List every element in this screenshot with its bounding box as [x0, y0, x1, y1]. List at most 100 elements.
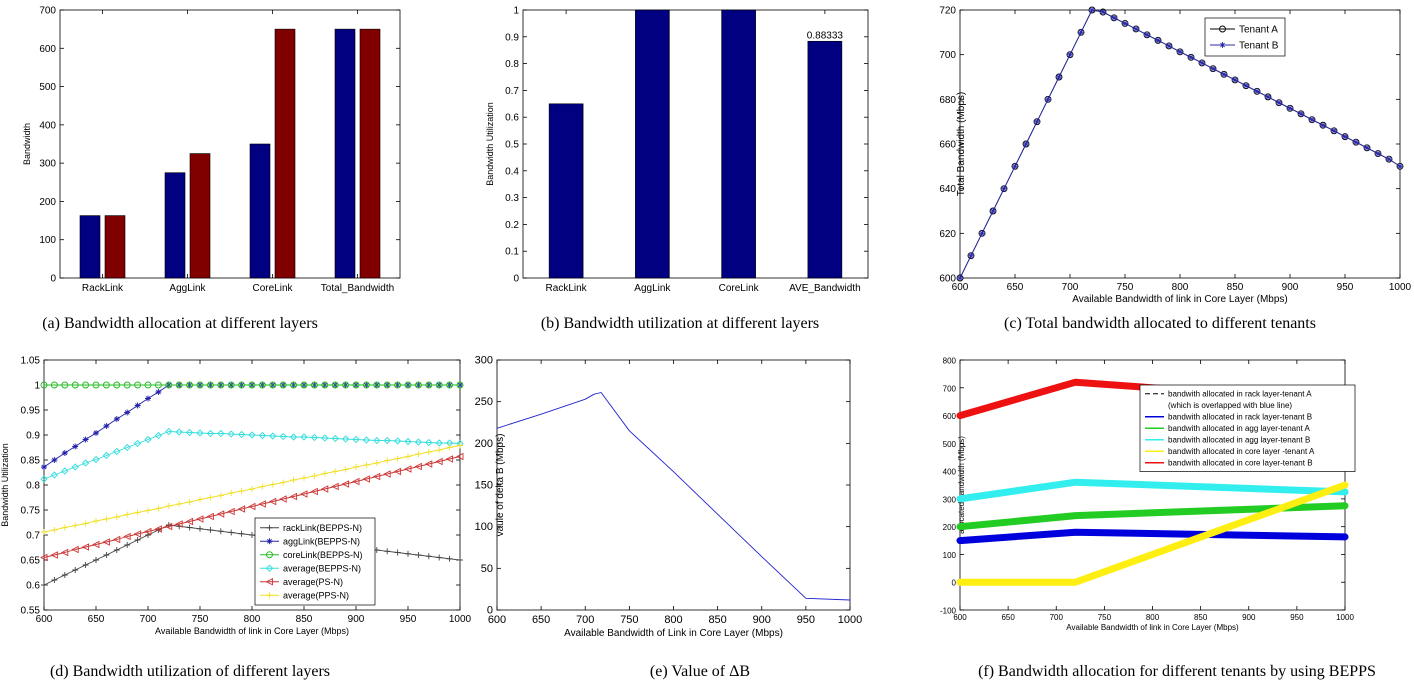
marker-diamond: [373, 436, 381, 445]
marker-diamond: [92, 455, 100, 464]
x-tick-label: 900: [1282, 282, 1299, 293]
marker-star: [1133, 25, 1139, 32]
plot-frame: [43, 359, 461, 611]
marker-star: [1144, 31, 1150, 38]
marker-plus: [425, 553, 432, 560]
marker-triangle: [424, 460, 433, 468]
marker-diamond: [185, 428, 194, 437]
marker-circle: [352, 381, 360, 389]
marker-star: [1353, 139, 1359, 146]
y-axis-label: Bandwidth Utilization: [0, 443, 10, 527]
y-tick-label: 720: [939, 6, 956, 17]
marker-diamond: [404, 437, 412, 446]
caption-b: (b) Bandwidth utilization at different l…: [540, 315, 820, 332]
chart-b: 0 0.1 0.2 0.3 0.4 0.5 0.6 0.7 0.8 0.9 1 RackLink Agg…: [485, 6, 869, 294]
marker-plus: [124, 511, 131, 518]
legend-entry: average(BEPPS-N): [283, 563, 361, 573]
marker-plus: [311, 473, 318, 479]
series-line: [956, 528, 1349, 545]
series-line: [956, 478, 1349, 503]
marker-plus: [457, 557, 463, 563]
y-tick-label: 400: [943, 468, 957, 477]
x-tick-label: 1000: [838, 614, 862, 626]
marker-plus: [82, 520, 89, 527]
legend-entry: bandwith allocated in core layer -tenant…: [1168, 447, 1315, 456]
marker-triangle: [435, 457, 443, 466]
x-tick-label: 700: [1062, 282, 1079, 293]
marker-star: [1177, 48, 1183, 55]
marker-circle: [206, 381, 214, 389]
x-tick-label: 850: [1227, 282, 1244, 293]
y-tick-label: 0: [513, 274, 519, 285]
bar: [359, 28, 381, 279]
x-tick-label: 950: [400, 614, 417, 625]
marker-circle: [113, 381, 121, 389]
marker-plus: [207, 527, 214, 533]
marker-triangle: [154, 525, 162, 533]
marker-star: [134, 402, 141, 409]
y-tick-label: 640: [939, 184, 956, 195]
y-tick-label: 300: [943, 495, 957, 504]
marker-plus: [51, 527, 58, 533]
marker-plus: [259, 483, 266, 490]
marker-triangle: [216, 510, 225, 518]
marker-circle: [248, 381, 256, 389]
y-tick-label: 500: [39, 82, 56, 93]
legend-entry: bandwith allocated in core layer-tenant …: [1168, 459, 1313, 468]
x-tick-label: 1000: [1389, 282, 1412, 293]
y-tick-label: 400: [39, 120, 56, 131]
series-line: [43, 456, 461, 558]
marker-star: [1078, 29, 1084, 36]
marker-diamond: [393, 437, 402, 445]
marker-circle: [269, 381, 277, 389]
plot-frame: [496, 359, 851, 611]
marker-triangle: [372, 472, 381, 481]
marker-star: [1219, 42, 1226, 48]
marker-circle: [40, 381, 48, 389]
y-tick-label: 0: [50, 274, 56, 285]
marker-plus: [197, 525, 203, 532]
marker-circle: [383, 381, 391, 389]
marker-circle: [258, 381, 266, 389]
marker-circle: [435, 381, 443, 389]
marker-diamond: [81, 459, 90, 467]
bar: [334, 28, 356, 279]
marker-plus: [134, 509, 141, 516]
marker-circle: [217, 381, 225, 389]
marker-plus: [446, 444, 453, 451]
x-tick-label: 800: [1172, 282, 1189, 293]
series-line: [956, 502, 1349, 531]
marker-diamond: [71, 463, 79, 471]
marker-triangle: [351, 477, 360, 486]
y-tick-label: 200: [39, 197, 56, 208]
marker-plus: [266, 524, 273, 531]
marker-triangle: [265, 578, 273, 586]
y-tick-label: 700: [939, 50, 956, 61]
caption-e: (e) Value of ΔB: [649, 663, 751, 680]
marker-diamond: [50, 471, 59, 479]
x-tick-label: AVE_Bandwidth: [789, 283, 861, 294]
y-tick-label: 200: [943, 523, 957, 532]
marker-plus: [124, 542, 131, 548]
marker-plus: [363, 462, 370, 468]
marker-diamond: [352, 435, 360, 444]
bar: [249, 143, 271, 279]
marker-diamond: [310, 433, 319, 442]
marker-star: [1100, 9, 1106, 16]
marker-plus: [415, 451, 422, 457]
y-tick-label: 1: [34, 381, 40, 392]
marker-triangle: [383, 470, 391, 478]
marker-plus: [446, 555, 453, 562]
marker-diamond: [279, 432, 287, 441]
x-tick-label: 600: [953, 613, 967, 622]
marker-diamond: [144, 435, 152, 444]
x-tick-label: 850: [296, 614, 313, 625]
y-tick-label: 700: [39, 6, 56, 17]
marker-star: [1276, 99, 1282, 106]
marker-diamond: [237, 430, 246, 439]
marker-star: [990, 208, 996, 214]
marker-triangle: [133, 530, 142, 538]
marker-circle: [456, 381, 464, 389]
x-axis-label: Available Bandwidth of link in Core Laye…: [1072, 294, 1287, 305]
marker-triangle: [143, 527, 152, 536]
